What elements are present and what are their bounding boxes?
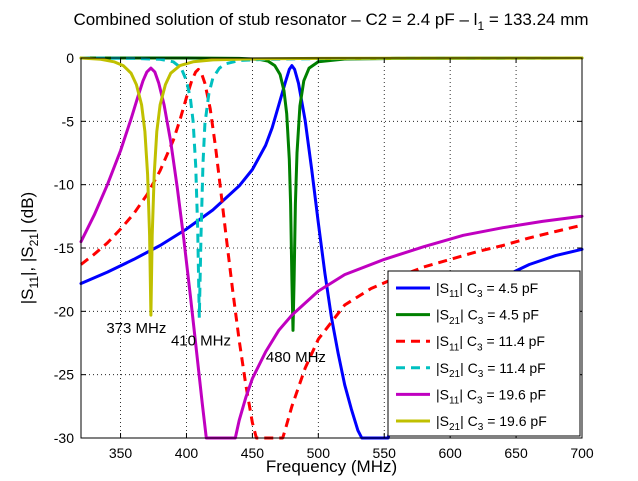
series-lines [79,56,584,440]
x-tick-label: 500 [307,445,331,461]
legend-entry-part: | C [459,333,477,349]
legend-entry: |S21| C3 = 19.6 pF [436,413,547,433]
y-tick-label: 0 [66,50,74,66]
legend-entry-subscript: 21 [449,316,461,327]
series-line-3 [80,56,583,320]
legend-entry-part: |S [436,413,449,429]
x-tick-label: 650 [504,445,528,461]
legend-entry-part: = 11.4 pF [483,333,545,349]
legend-entry-subscript: 21 [449,422,461,433]
frequency-annotation: 373 MHz [106,320,166,337]
legend-entry-part: |S [436,280,449,296]
legend-entry: |S11| C3 = 4.5 pF [436,280,538,300]
legend-entry-part: = 11.4 pF [483,360,545,376]
legend-entry-part: = 19.6 pF [483,413,546,429]
axis-labels: Frequency (MHz) |S11|, |S21| (dB) [18,192,397,476]
legend-entry-subscript: 11 [449,289,460,300]
legend-entry-subscript: 11 [449,396,460,407]
y-tick-label: -5 [62,113,75,129]
legend-entry-part: |S [436,386,449,402]
y-tick-label: -15 [54,240,74,256]
series-line-5 [79,56,584,317]
legend-entry-subscript: 21 [449,369,461,380]
y-tick-label: -30 [54,430,74,446]
y-axis-label-subscript: 11 [27,276,41,289]
y-axis-label-part: | (dB) [18,192,37,233]
legend-entry: |S21| C3 = 11.4 pF [436,360,546,380]
legend: |S11| C3 = 4.5 pF|S21| C3 = 4.5 pF|S11| … [387,270,581,437]
x-tick-label: 350 [109,445,133,461]
legend-entry-subscript: 3 [477,342,483,353]
legend-entry-subscript: 3 [477,289,483,300]
legend-entry-subscript: 3 [478,369,484,380]
x-tick-label: 600 [438,445,462,461]
legend-entry-part: = 4.5 pF [483,280,539,296]
chart-title-text-part: Combined solution of stub resonator – C2… [73,10,477,29]
x-axis-label: Frequency (MHz) [266,457,397,476]
legend-entry: |S11| C3 = 19.6 pF [436,386,546,406]
chart-title-text-part: = 133.24 mm [484,10,588,29]
y-tick-label: -20 [54,303,74,319]
y-axis-label-part: |S [18,288,37,304]
chart-title: Combined solution of stub resonator – C2… [73,10,588,33]
legend-entry-subscript: 3 [477,396,483,407]
x-tick-label: 700 [570,445,594,461]
legend-entry: |S11| C3 = 11.4 pF [436,333,545,353]
x-tick-label: 450 [241,445,265,461]
series-line-2 [80,67,583,440]
legend-entry-part: |S [436,333,449,349]
chart-title-text-subscript: 1 [477,19,484,33]
legend-entry-part: = 19.6 pF [483,386,546,402]
legend-entry: |S21| C3 = 4.5 pF [436,307,539,327]
legend-entry-part: | C [459,386,477,402]
y-tick-label: -10 [54,177,74,193]
legend-entry-subscript: 11 [449,342,460,353]
x-tick-label: 550 [373,445,397,461]
axis-ticks: 350 400 450 500 550 600 650 700 0 -5 -10 -15 -20 -25 -… [54,50,594,461]
legend-entry-part: = 4.5 pF [483,307,539,323]
legend-entry-subscript: 3 [478,422,484,433]
legend-box [387,270,581,437]
x-tick-label: 400 [175,445,199,461]
annotations: 373 MHz 410 MHz 480 MHz [106,320,326,366]
legend-entry-part: | C [460,307,478,323]
y-axis-label-subscript: 21 [27,233,41,247]
series-line-4 [79,66,584,440]
frequency-annotation: 410 MHz [171,332,231,349]
legend-entry-part: |S [436,307,449,323]
y-axis-label-part: |, |S [18,246,37,276]
y-tick-label: -25 [54,367,74,383]
legend-entry-subscript: 3 [478,316,484,327]
legend-entry-part: | C [460,413,478,429]
frequency-annotation: 480 MHz [266,349,326,366]
y-axis-label: |S11|, |S21| (dB) [18,192,41,304]
legend-entry-part: | C [459,280,477,296]
legend-entry-part: |S [436,360,449,376]
chart-title-text: Combined solution of stub resonator – C2… [73,10,588,33]
legend-entry-part: | C [460,360,478,376]
